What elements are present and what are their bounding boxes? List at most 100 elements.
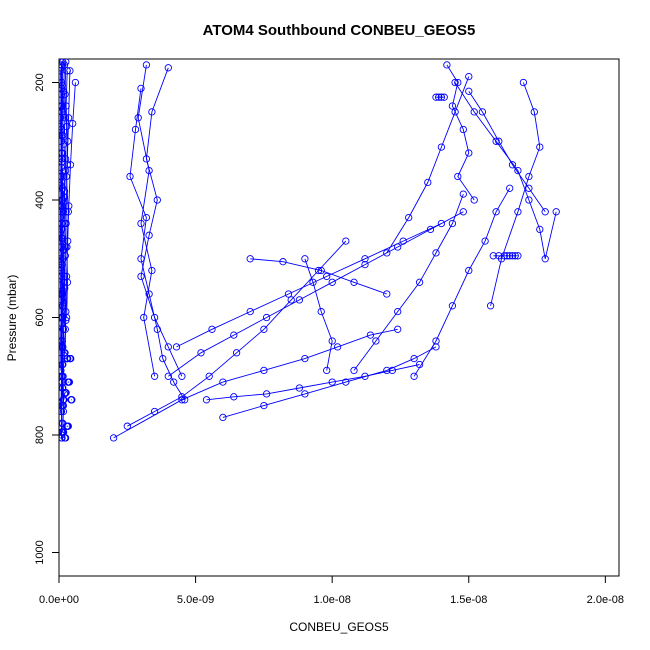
series-23 bbox=[67, 396, 76, 404]
series-line bbox=[65, 82, 76, 312]
data-point bbox=[443, 61, 451, 69]
series-7 bbox=[59, 59, 66, 357]
data-point bbox=[68, 396, 76, 404]
data-point bbox=[495, 137, 503, 145]
data-point bbox=[279, 258, 287, 266]
y-tick-label: 200 bbox=[34, 73, 46, 91]
y-axis-label: Pressure (mbar) bbox=[5, 275, 19, 362]
data-point bbox=[514, 208, 522, 216]
data-point bbox=[137, 219, 145, 228]
data-point bbox=[71, 78, 80, 87]
data-point bbox=[328, 278, 336, 286]
x-tick-label: 2.0e-08 bbox=[587, 594, 624, 606]
data-point bbox=[432, 93, 440, 101]
data-point bbox=[514, 252, 522, 260]
data-point bbox=[424, 178, 432, 187]
data-point bbox=[230, 331, 238, 339]
series-16 bbox=[61, 434, 70, 442]
data-point bbox=[202, 396, 211, 404]
series-20 bbox=[64, 378, 74, 386]
data-point bbox=[142, 213, 151, 222]
data-point bbox=[65, 378, 74, 386]
data-point bbox=[65, 202, 73, 210]
data-point bbox=[525, 184, 533, 192]
data-point bbox=[164, 64, 172, 72]
data-point bbox=[440, 93, 448, 101]
data-point bbox=[437, 219, 446, 228]
data-point bbox=[492, 208, 500, 216]
series-24 bbox=[126, 84, 189, 404]
data-point bbox=[503, 252, 511, 260]
data-point bbox=[260, 401, 268, 410]
data-point bbox=[536, 225, 544, 234]
series-35 bbox=[172, 219, 446, 351]
data-point bbox=[465, 87, 473, 95]
data-point bbox=[383, 290, 391, 298]
x-axis: 0.0e+00 5.0e-09 1.0e-08 1.5e-08 2.0e-08 bbox=[39, 575, 624, 606]
series-line bbox=[490, 82, 541, 306]
series-18 bbox=[62, 78, 80, 316]
data-point bbox=[410, 372, 418, 380]
series-line bbox=[65, 70, 69, 318]
data-point bbox=[511, 252, 519, 260]
data-point bbox=[148, 266, 156, 275]
data-point bbox=[59, 255, 67, 263]
data-point bbox=[465, 72, 473, 81]
series-line bbox=[304, 258, 333, 371]
data-point bbox=[260, 366, 268, 375]
data-point bbox=[197, 349, 205, 357]
data-point bbox=[383, 249, 391, 257]
x-tick-label: 0.0e+00 bbox=[39, 594, 79, 606]
series-line bbox=[413, 188, 511, 377]
data-point bbox=[134, 114, 142, 122]
data-point bbox=[150, 313, 159, 322]
data-point bbox=[140, 313, 148, 322]
data-point bbox=[410, 354, 418, 363]
data-point bbox=[342, 237, 350, 245]
data-point bbox=[394, 243, 402, 251]
data-point bbox=[508, 161, 517, 169]
plot-area bbox=[59, 59, 560, 442]
data-point bbox=[448, 302, 457, 310]
data-point bbox=[394, 307, 402, 316]
series-line bbox=[137, 64, 156, 377]
data-point bbox=[525, 196, 533, 204]
data-point bbox=[478, 108, 487, 116]
data-point bbox=[465, 149, 473, 157]
data-point bbox=[69, 119, 77, 128]
data-point bbox=[317, 307, 325, 316]
data-point bbox=[437, 93, 446, 101]
data-point bbox=[495, 252, 503, 260]
data-point bbox=[64, 237, 72, 245]
data-point bbox=[459, 208, 467, 216]
series-25 bbox=[137, 64, 186, 380]
series-line bbox=[386, 76, 470, 254]
data-point bbox=[59, 337, 66, 345]
data-point bbox=[333, 343, 342, 351]
data-point bbox=[67, 354, 75, 363]
data-point bbox=[246, 255, 254, 263]
series-line bbox=[468, 91, 546, 213]
series-22 bbox=[66, 354, 75, 363]
data-point bbox=[262, 390, 271, 398]
series-line bbox=[454, 82, 557, 259]
data-point bbox=[142, 61, 151, 69]
data-point bbox=[178, 393, 186, 401]
data-point bbox=[435, 93, 443, 101]
data-point bbox=[66, 67, 74, 75]
data-point bbox=[519, 78, 528, 87]
chart-title: ATOM4 Southbound CONBEU_GEOS5 bbox=[203, 22, 476, 39]
data-point bbox=[59, 372, 67, 380]
data-point bbox=[170, 378, 178, 386]
data-point bbox=[323, 366, 331, 375]
series-41 bbox=[134, 61, 159, 380]
data-point bbox=[159, 354, 167, 363]
series-28 bbox=[410, 184, 514, 380]
x-tick-label: 1.5e-08 bbox=[450, 594, 487, 606]
data-point bbox=[230, 393, 238, 401]
data-point bbox=[454, 78, 462, 87]
series-37 bbox=[489, 252, 522, 260]
data-point bbox=[481, 237, 489, 245]
data-point bbox=[489, 252, 497, 260]
data-point bbox=[415, 278, 424, 286]
